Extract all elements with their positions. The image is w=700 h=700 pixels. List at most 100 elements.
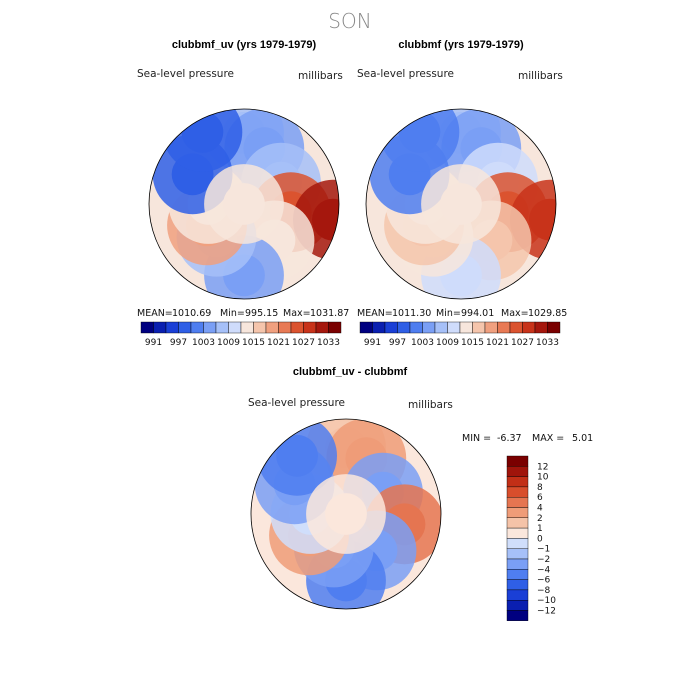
panel-title: clubbmf (yrs 1979-1979) [398, 39, 524, 51]
colorbar-tick-label: −8 [537, 586, 551, 596]
field-core [398, 111, 441, 153]
colorbar-tick-label: 1003 [192, 338, 215, 348]
panel-title: clubbmf_uv (yrs 1979-1979) [172, 39, 317, 51]
variable-label: Sea-level pressure [248, 397, 345, 409]
min-label: MIN = [462, 433, 491, 444]
colorbar-swatch [447, 321, 461, 334]
colorbar-swatch [215, 321, 229, 334]
colorbar-swatch [506, 455, 529, 467]
field-core [276, 434, 318, 477]
colorbar-swatch [315, 321, 329, 334]
max-label: Max= [283, 308, 311, 319]
colorbar-swatch [506, 507, 529, 519]
colorbar-swatch [506, 579, 529, 591]
colorbar-tick-label: 6 [537, 493, 543, 503]
stats-line: MIN = -6.37 MAX = 5.01 [462, 433, 593, 444]
field-core [440, 183, 482, 225]
colorbar-swatch [434, 321, 448, 334]
min-label: Min= [220, 308, 245, 319]
colorbar-tick-label: 1 [537, 524, 543, 534]
colorbar-swatch [506, 600, 529, 611]
field-layer [254, 419, 441, 609]
colorbar-swatch [253, 321, 267, 334]
colorbar-swatch [165, 321, 179, 334]
field-core [223, 183, 265, 225]
colorbar: 991 997 1003 1009 1015 1021 1027 1033 [359, 321, 561, 348]
colorbar-swatch [509, 321, 523, 334]
variable-label: Sea-level pressure [137, 68, 234, 80]
polar-map [148, 108, 340, 300]
colorbar-tick-label: 991 [145, 338, 162, 348]
colorbar-tick-label: 997 [170, 338, 187, 348]
colorbar-swatch [409, 321, 423, 334]
max-label: MAX = [532, 433, 564, 444]
field-core [181, 111, 224, 153]
colorbar-swatch [228, 321, 242, 334]
colorbar-swatch [178, 321, 192, 334]
map-border [148, 108, 340, 300]
colorbar-swatch [422, 321, 436, 334]
panel-clubbmf: clubbmf (yrs 1979-1979) Sea-level pressu… [357, 39, 567, 348]
colorbar-tick-label: 991 [364, 338, 381, 348]
colorbar-tick-label: −6 [537, 576, 551, 586]
colorbar-swatch [484, 321, 498, 334]
colorbar-tick-label: 1015 [461, 338, 484, 348]
max-value: 1029.85 [528, 308, 567, 319]
colorbar-tick-label: 1003 [411, 338, 434, 348]
colorbar-tick-label: −10 [537, 596, 556, 606]
colorbar-swatch [506, 527, 529, 539]
panel-clubbmf-uv: clubbmf_uv (yrs 1979-1979) Sea-level pre… [137, 39, 349, 348]
field-layer [369, 109, 556, 299]
colorbar-swatch [506, 538, 529, 549]
figure-title: SON [328, 9, 371, 33]
mean-label: MEAN= [137, 308, 173, 319]
colorbar-swatch [506, 569, 529, 580]
colorbar-tick-label: 1021 [486, 338, 509, 348]
colorbar-swatch [278, 321, 292, 334]
colorbar-swatch [372, 321, 386, 334]
colorbar-swatch [497, 321, 511, 334]
mean-value: 1010.69 [172, 308, 211, 319]
min-value: -6.37 [497, 433, 522, 444]
polar-map [250, 418, 442, 610]
max-label: Max= [501, 308, 529, 319]
colorbar-swatch [534, 321, 548, 334]
colorbar-swatch [506, 610, 529, 622]
min-value: 995.15 [245, 308, 278, 319]
colorbar-swatch [397, 321, 411, 334]
field-layer [152, 109, 339, 299]
map-border [365, 108, 557, 300]
colorbar-swatch [472, 321, 486, 334]
colorbar-tick-label: 4 [537, 504, 543, 514]
colorbar-swatch [303, 321, 317, 334]
colorbar-swatch [153, 321, 167, 334]
colorbar-tick-label: 1015 [242, 338, 265, 348]
colorbar-swatch [240, 321, 254, 334]
colorbar-tick-label: 2 [537, 514, 543, 524]
colorbar-swatch [506, 466, 529, 477]
colorbar-swatch [506, 589, 529, 601]
stats-line: MEAN= 1010.69 Min= 995.15 Max= 1031.87 [137, 308, 349, 319]
colorbar-swatch [459, 321, 473, 334]
colorbar-swatch [359, 321, 373, 334]
colorbar-tick-label: 1027 [511, 338, 534, 348]
colorbar-tick-label: 8 [537, 483, 543, 493]
max-value: 1031.87 [310, 308, 349, 319]
min-value: 994.01 [461, 308, 494, 319]
max-value: 5.01 [572, 433, 593, 444]
colorbar-swatch [140, 321, 154, 334]
field-core [325, 493, 367, 535]
field-core [312, 198, 339, 241]
field-core [529, 198, 556, 241]
colorbar-swatch [190, 321, 204, 334]
colorbar-swatch [265, 321, 279, 334]
colorbar-swatch [506, 486, 529, 498]
mean-value: 1011.30 [392, 308, 431, 319]
mean-label: MEAN= [357, 308, 393, 319]
panel-difference: clubbmf_uv - clubbmf Sea-level pressure … [248, 366, 593, 622]
colorbar: 991 997 1003 1009 1015 1021 1027 1033 [140, 321, 342, 348]
colorbar-swatch [547, 321, 561, 334]
stats-line: MEAN= 1011.30 Min= 994.01 Max= 1029.85 [357, 308, 567, 319]
